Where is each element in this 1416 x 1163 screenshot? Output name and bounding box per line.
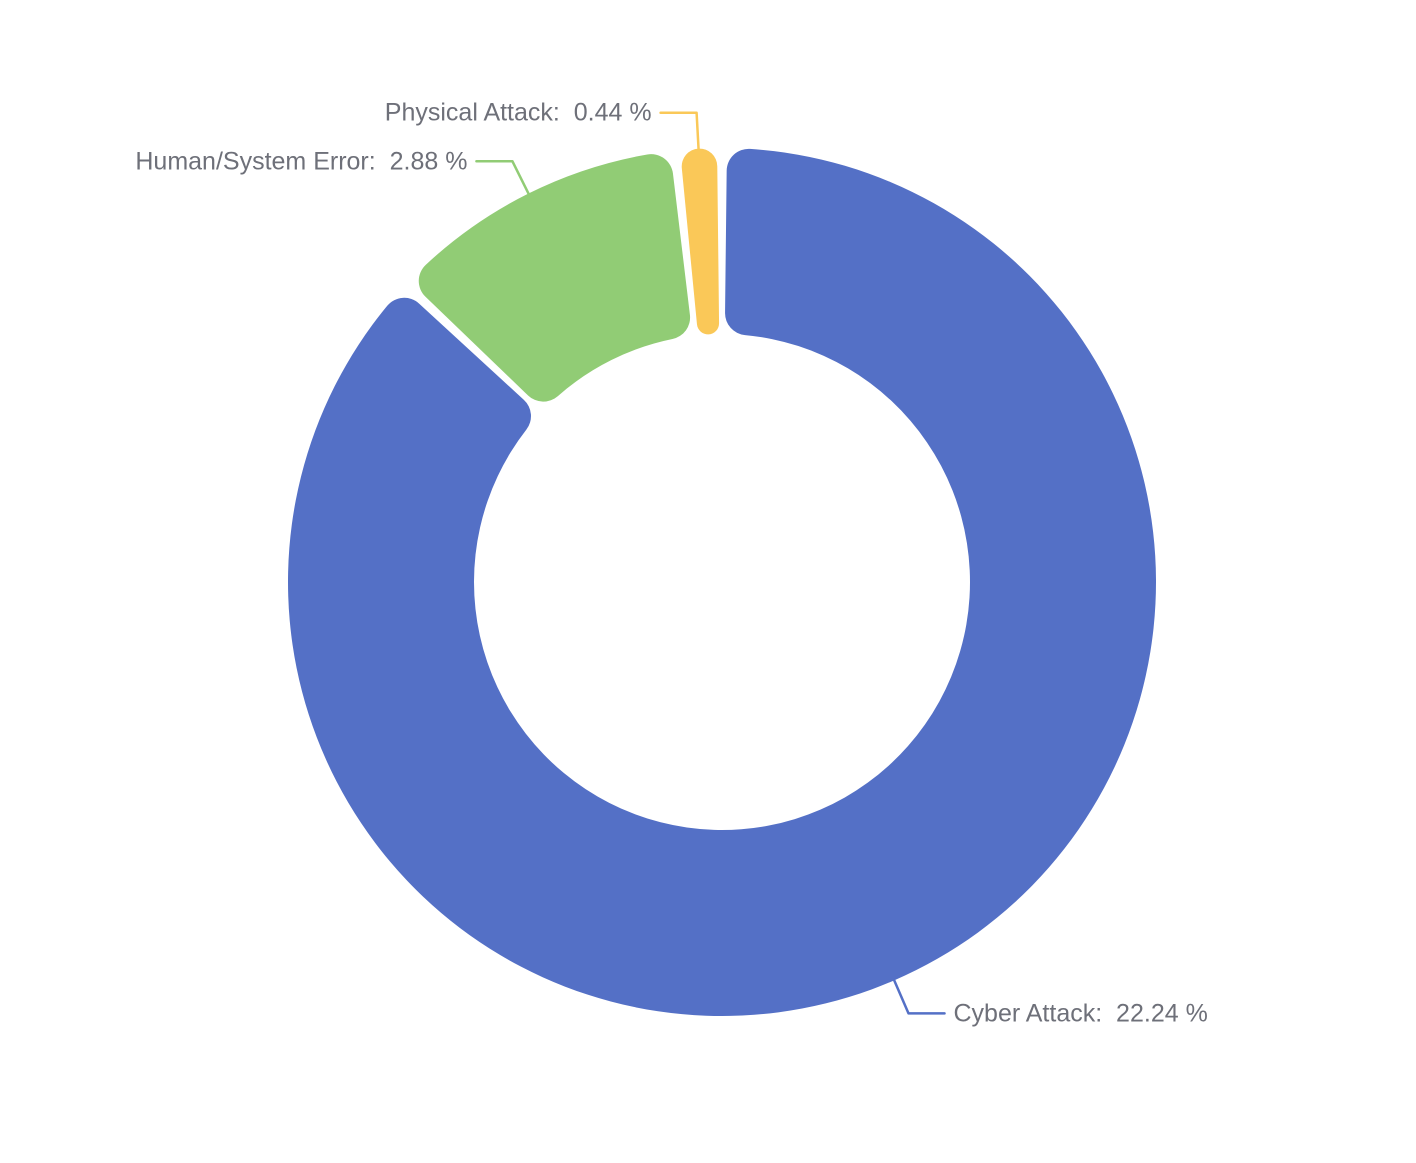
label-line-physical-attack <box>659 111 700 150</box>
slice-physical-attack[interactable] <box>681 148 720 335</box>
label-line-cyber-attack <box>892 979 946 1015</box>
slice-cyber-attack[interactable] <box>288 148 1157 1017</box>
label-human-system-error: Human/System Error: 2.88 % <box>135 147 467 175</box>
label-cyber-attack: Cyber Attack: 22.24 % <box>954 999 1208 1027</box>
slice-human-system-error[interactable] <box>418 154 691 402</box>
label-line-human-system-error <box>475 160 530 195</box>
label-physical-attack: Physical Attack: 0.44 % <box>385 99 652 127</box>
